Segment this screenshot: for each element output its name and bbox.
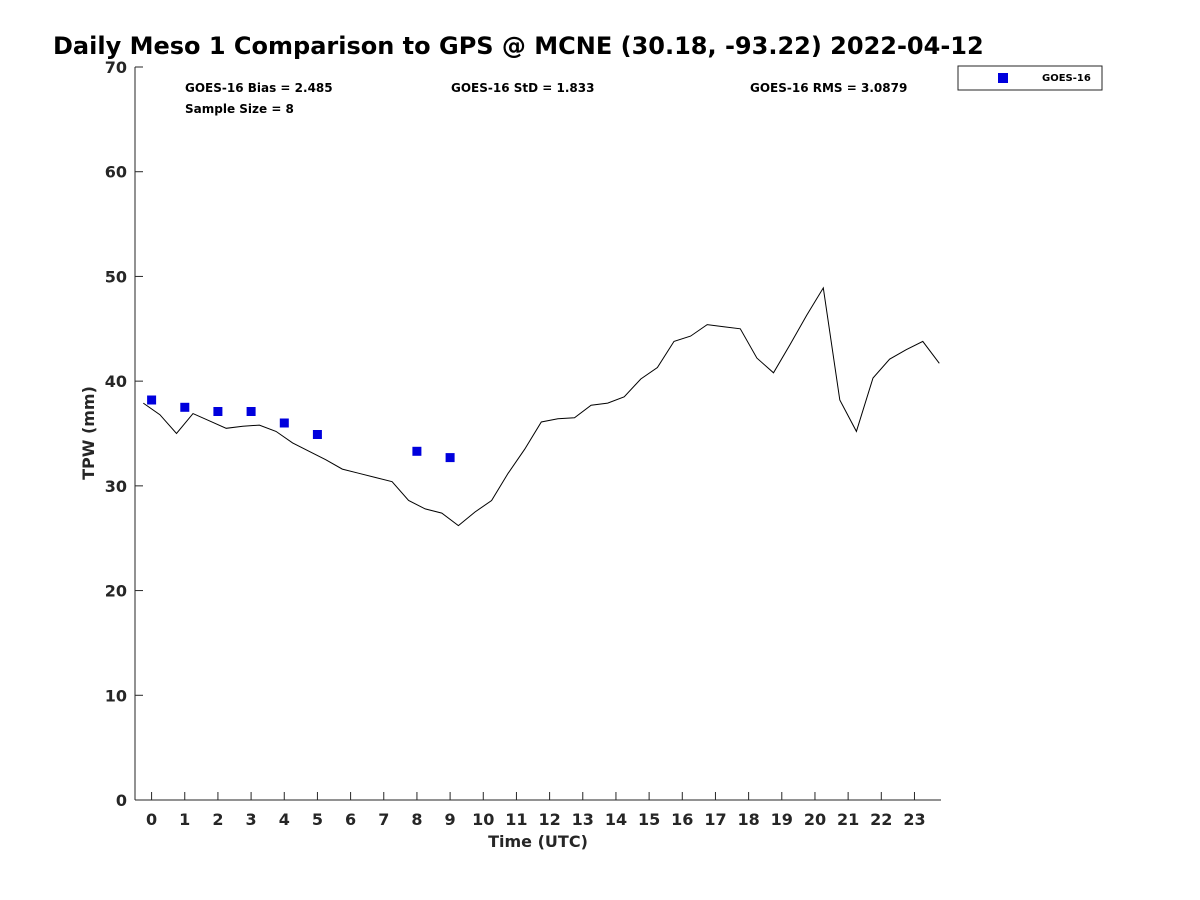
goes16-point bbox=[412, 446, 422, 456]
y-tick-label: 70 bbox=[105, 58, 127, 77]
goes16-point bbox=[279, 418, 289, 428]
y-tick-label: 60 bbox=[105, 163, 127, 182]
x-tick-label: 4 bbox=[279, 810, 290, 829]
y-tick-label: 10 bbox=[105, 686, 127, 705]
y-tick-label: 40 bbox=[105, 372, 127, 391]
x-tick-label: 13 bbox=[572, 810, 594, 829]
y-tick-label: 50 bbox=[105, 267, 127, 286]
chart-title: Daily Meso 1 Comparison to GPS @ MCNE (3… bbox=[53, 32, 984, 60]
x-tick-label: 14 bbox=[605, 810, 627, 829]
legend: GOES-16 bbox=[957, 65, 1103, 91]
x-tick-label: 17 bbox=[704, 810, 726, 829]
x-tick-label: 16 bbox=[671, 810, 693, 829]
stat-bias: GOES-16 Bias = 2.485 bbox=[185, 81, 333, 95]
goes16-point bbox=[445, 453, 455, 463]
gps-tpw-line bbox=[143, 286, 940, 527]
x-tick-label: 19 bbox=[771, 810, 793, 829]
y-tick-label: 20 bbox=[105, 582, 127, 601]
y-ticks: 0 10 20 30 40 50 60 70 bbox=[105, 58, 143, 810]
goes16-point bbox=[147, 395, 157, 405]
legend-box bbox=[957, 65, 1103, 91]
stat-std: GOES-16 StD = 1.833 bbox=[451, 81, 594, 95]
goes16-point bbox=[312, 430, 322, 439]
y-axis-label: TPW (mm) bbox=[79, 386, 98, 480]
stat-sample-size: Sample Size = 8 bbox=[185, 102, 294, 116]
x-ticks: 0 1 2 3 4 5 6 7 8 9 10 11 12 13 14 15 16 17 18 19 20 21 22 23 bbox=[146, 792, 926, 829]
legend-label-goes16: GOES-16 bbox=[1042, 73, 1091, 84]
y-tick-label: 0 bbox=[116, 791, 127, 810]
x-axis-label: Time (UTC) bbox=[488, 832, 588, 851]
goes16-point bbox=[246, 407, 256, 416]
x-tick-label: 22 bbox=[870, 810, 892, 829]
x-tick-label: 2 bbox=[212, 810, 223, 829]
x-tick-label: 5 bbox=[312, 810, 323, 829]
x-tick-label: 10 bbox=[472, 810, 494, 829]
x-tick-label: 7 bbox=[378, 810, 389, 829]
y-tick-label: 30 bbox=[105, 477, 127, 496]
x-tick-label: 3 bbox=[246, 810, 257, 829]
stat-rms: GOES-16 RMS = 3.0879 bbox=[750, 81, 907, 95]
x-tick-label: 20 bbox=[804, 810, 826, 829]
goes16-point bbox=[180, 402, 190, 412]
x-tick-label: 11 bbox=[505, 810, 527, 829]
series-layer bbox=[143, 286, 940, 527]
x-tick-label: 1 bbox=[179, 810, 190, 829]
legend-marker-goes16 bbox=[998, 73, 1008, 83]
goes16-point bbox=[213, 407, 223, 416]
x-tick-label: 8 bbox=[411, 810, 422, 829]
x-tick-label: 12 bbox=[538, 810, 560, 829]
x-tick-label: 9 bbox=[445, 810, 456, 829]
x-tick-label: 0 bbox=[146, 810, 157, 829]
x-tick-label: 15 bbox=[638, 810, 660, 829]
x-tick-label: 18 bbox=[737, 810, 759, 829]
x-tick-label: 21 bbox=[837, 810, 859, 829]
x-tick-label: 6 bbox=[345, 810, 356, 829]
x-tick-label: 23 bbox=[903, 810, 925, 829]
